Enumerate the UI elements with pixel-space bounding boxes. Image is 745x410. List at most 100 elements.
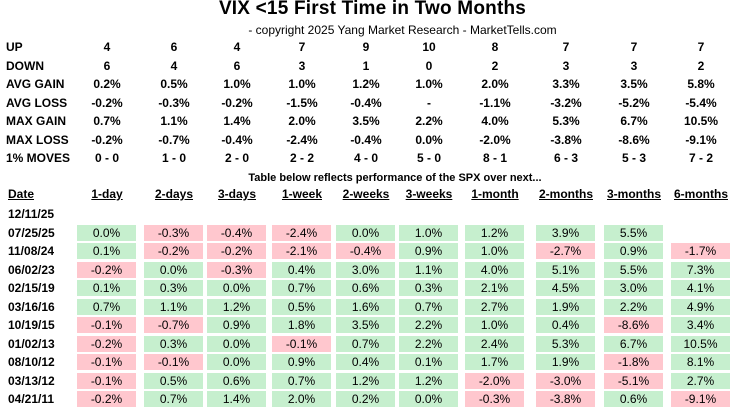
summary-value: -0.4% — [221, 132, 253, 147]
summary-value: 5.8% — [687, 77, 715, 91]
summary-value: 0.0% — [415, 132, 443, 147]
performance-cell: -3.0% — [536, 372, 595, 389]
summary-value: 1.4% — [223, 114, 251, 128]
performance-cell: 0.2% — [336, 391, 395, 407]
performance-cell: -2.7% — [536, 243, 595, 259]
performance-cell: 1.2% — [399, 372, 458, 389]
summary-value: 1.0% — [415, 77, 443, 91]
performance-cell: -8.6% — [604, 317, 663, 333]
summary-value: -3.2% — [550, 95, 582, 110]
performance-cell: 1.2% — [207, 298, 266, 315]
summary-value: 7 — [697, 40, 705, 54]
summary-row: 1% MOVES 0 - 0 1 - 0 2 - 0 2 - 2 4 - 0 5 - 0 8 … — [0, 149, 745, 167]
summary-row-label: MAX LOSS — [6, 132, 69, 147]
performance-cell: 0.7% — [144, 391, 203, 407]
performance-cell: -1.8% — [604, 354, 663, 370]
performance-cell: 2.2% — [399, 335, 458, 352]
performance-cell: 0.5% — [144, 372, 203, 389]
chart-title: VIX <15 First Time in Two Months — [218, 0, 527, 19]
row-date: 04/21/11 — [8, 392, 55, 406]
summary-value: 7 - 2 — [688, 151, 713, 165]
performance-cell: -0.3% — [144, 224, 203, 241]
performance-cell: 2.1% — [465, 280, 524, 296]
summary-value: 0.5% — [160, 77, 188, 91]
summary-value: 9 — [362, 40, 370, 54]
performance-cell: -0.2% — [144, 243, 203, 259]
summary-value: 8 — [491, 40, 499, 54]
summary-row-label: 1% MOVES — [6, 151, 71, 165]
summary-value: -8.6% — [618, 132, 650, 147]
column-header-2-days: 2-days — [154, 187, 194, 201]
summary-row-label: AVG GAIN — [6, 77, 65, 91]
performance-cell: 0.1% — [77, 280, 136, 296]
performance-cell: -0.2% — [77, 261, 136, 278]
summary-value: 2 — [697, 58, 705, 73]
summary-value: 3 — [630, 58, 638, 73]
summary-value: 10.5% — [683, 114, 719, 128]
performance-cell: -0.1% — [77, 317, 136, 333]
summary-value: 1.2% — [352, 77, 380, 91]
performance-cell: 0.4% — [536, 317, 595, 333]
performance-cell: -5.1% — [604, 372, 663, 389]
performance-cell: 0.7% — [272, 372, 331, 389]
performance-cell: 3.5% — [336, 317, 395, 333]
performance-cell: -2.0% — [465, 372, 524, 389]
table-row: 03/13/12 -0.1% 0.5% 0.6% 0.7% 1.2% 1.2% -2.0% -3… — [0, 372, 745, 390]
performance-cell: -1.7% — [671, 243, 730, 259]
summary-value: -2.0% — [479, 132, 511, 147]
performance-cell: -0.2% — [77, 335, 136, 352]
summary-value: 0 - 0 — [94, 151, 119, 165]
summary-value: 3.5% — [352, 114, 380, 128]
summary-row: UP 4 6 4 7 9 10 8 7 7 7 — [0, 38, 745, 56]
summary-value: -2.4% — [286, 132, 318, 147]
performance-table-header: Date 1-day 2-days 3-days 1-week 2-weeks 3-wee… — [0, 187, 745, 205]
column-header-2-weeks: 2-weeks — [342, 187, 390, 201]
summary-value: 3.3% — [552, 77, 580, 91]
performance-cell: 0.0% — [144, 261, 203, 278]
performance-cell: 1.9% — [536, 298, 595, 315]
summary-value: 5 - 0 — [416, 151, 441, 165]
performance-cell: 6.7% — [604, 335, 663, 352]
performance-cell: 1.2% — [336, 372, 395, 389]
table-row: 04/21/11 -0.2% 0.7% 1.4% 2.0% 0.2% 0.0% -0.3% -3… — [0, 390, 745, 408]
summary-value: -1.1% — [479, 95, 511, 110]
summary-value: -0.4% — [350, 95, 382, 110]
performance-cell: -0.4% — [336, 243, 395, 259]
summary-row-label: DOWN — [6, 58, 44, 73]
row-date: 02/15/19 — [8, 281, 55, 295]
performance-cell: -0.1% — [77, 372, 136, 389]
performance-cell: 0.4% — [272, 261, 331, 278]
performance-cell: 0.6% — [336, 280, 395, 296]
performance-cell: 5.1% — [536, 261, 595, 278]
performance-cell: 0.0% — [399, 391, 458, 407]
row-date: 03/13/12 — [8, 373, 55, 388]
column-header-1-month: 1-month — [471, 187, 519, 201]
performance-cell: 4.1% — [671, 280, 730, 296]
summary-value: 6 — [170, 40, 178, 54]
summary-value: 3 — [298, 58, 306, 73]
performance-cell: -2.4% — [272, 224, 331, 241]
summary-value: 2.0% — [481, 77, 509, 91]
summary-value: 3.5% — [620, 77, 648, 91]
table-row: 06/02/23 -0.2% 0.0% -0.3% 0.4% 3.0% 1.1% 4.0% 5.… — [0, 261, 745, 279]
summary-value: -0.3% — [158, 95, 190, 110]
table-row: 02/15/19 0.1% 0.3% 0.0% 0.7% 0.6% 0.3% 2.1% 4.5%… — [0, 279, 745, 297]
summary-value: 4 - 0 — [353, 151, 378, 165]
column-header-6-months: 6-months — [674, 187, 728, 201]
column-header-2-months: 2-months — [539, 187, 593, 201]
performance-cell: 2.2% — [399, 317, 458, 333]
summary-value: 1 - 0 — [161, 151, 186, 165]
performance-cell: 10.5% — [671, 335, 730, 352]
performance-cell: 0.0% — [77, 224, 136, 241]
summary-value: 2 — [491, 58, 499, 73]
performance-cell: -0.3% — [465, 391, 524, 407]
performance-cell: 7.3% — [671, 261, 730, 278]
column-header-3-months: 3-months — [607, 187, 661, 201]
performance-cell: 0.1% — [399, 354, 458, 370]
performance-cell: 8.1% — [671, 354, 730, 370]
summary-value: 6 - 3 — [553, 151, 578, 165]
performance-cell: 0.0% — [336, 224, 395, 241]
performance-cell: -0.1% — [144, 354, 203, 370]
performance-cell: 5.5% — [604, 261, 663, 278]
summary-value: -0.2% — [91, 95, 123, 110]
